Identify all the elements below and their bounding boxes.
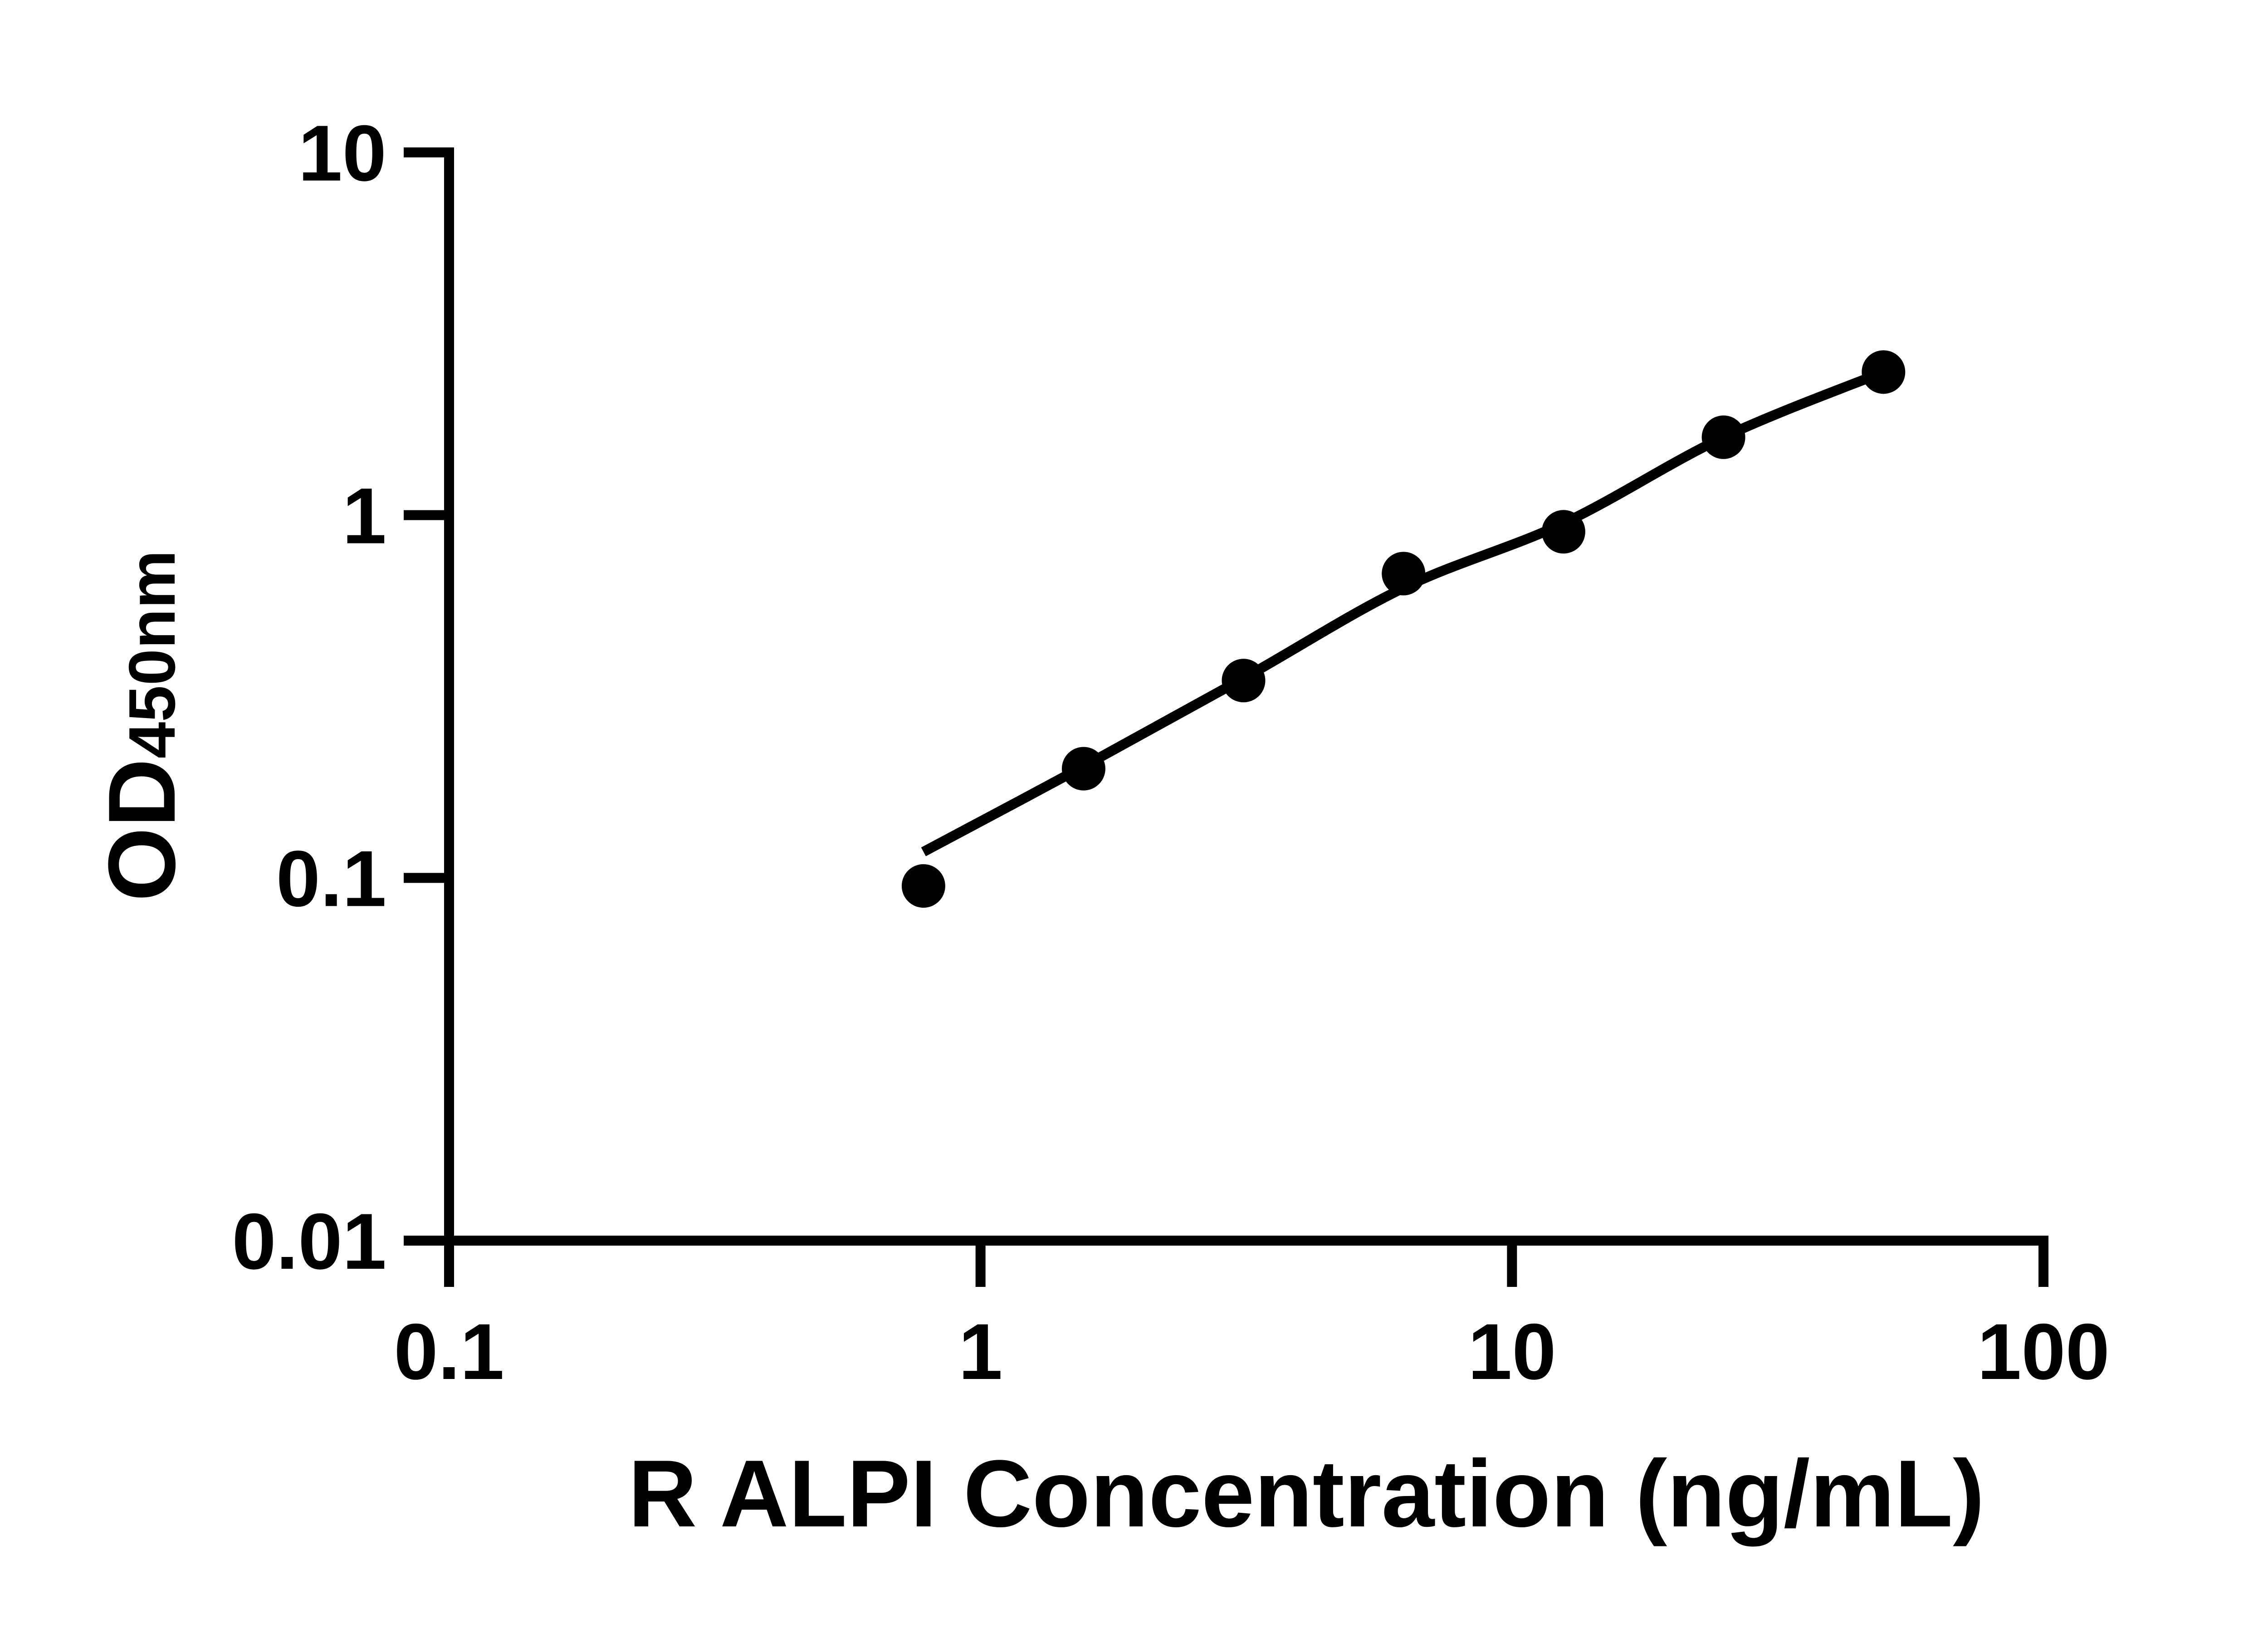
y-axis-title-sub: 450nm — [115, 550, 189, 758]
x-axis-title: R ALPI Concentration (ng/mL) — [628, 1440, 1984, 1547]
x-tick-label: 0.1 — [394, 1308, 504, 1396]
y-tick-label: 0.01 — [232, 1198, 386, 1286]
x-tick-label: 100 — [1977, 1308, 2110, 1396]
data-point — [1862, 350, 1906, 394]
y-tick-label: 1 — [342, 472, 386, 561]
data-point — [1541, 510, 1585, 554]
x-tick-label: 10 — [1468, 1308, 1556, 1396]
y-axis-title: OD450nm — [88, 550, 195, 901]
data-point — [1061, 747, 1105, 791]
y-tick-label: 0.1 — [276, 835, 386, 923]
x-axis-ticks: 0.1 1 10 100 — [394, 1241, 2110, 1396]
data-point — [1382, 552, 1426, 596]
data-point — [901, 864, 945, 908]
y-axis-title-main: OD — [88, 758, 195, 901]
y-tick-label: 10 — [298, 109, 386, 198]
data-points-group — [901, 350, 1906, 908]
x-tick-label: 1 — [958, 1308, 1002, 1396]
data-point — [1701, 415, 1745, 459]
data-point — [1222, 659, 1266, 703]
y-axis-ticks: 10 1 0.1 0.01 — [232, 109, 449, 1286]
